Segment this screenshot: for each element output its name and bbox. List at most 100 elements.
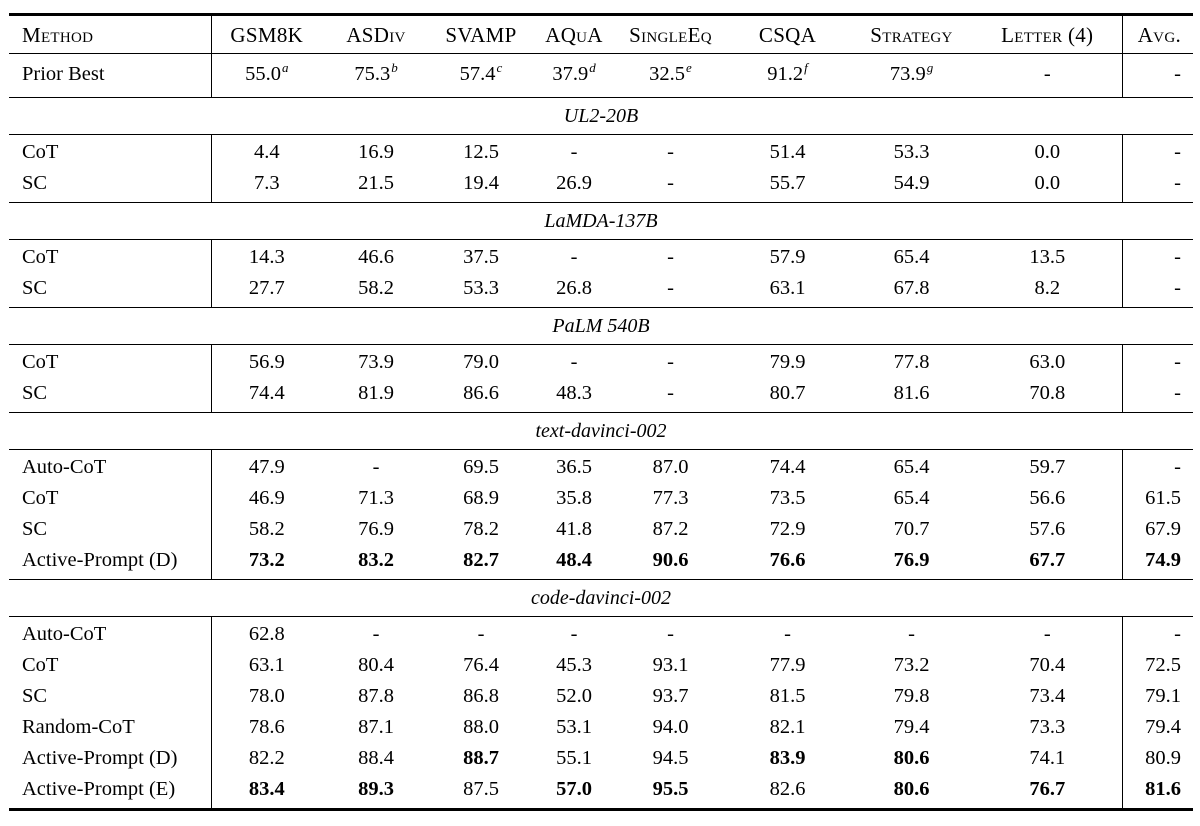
value-cell-gsm8k: 56.9 <box>210 344 322 378</box>
value-cell-letter4: - <box>1043 63 1051 85</box>
value-cell-singleeq: - <box>667 141 674 163</box>
value-cell-svamp: 88.0 <box>463 716 499 738</box>
value-cell-gsm8k: 27.7 <box>210 273 322 308</box>
value-cell-asdiv: 80.4 <box>358 654 394 676</box>
value-cell-avg: - <box>1121 168 1193 203</box>
section-title-row: PaLM 540B <box>9 307 1193 345</box>
table-row: CoT 46.9 71.3 68.9 35.8 77.3 73.5 65.4 56.6 61.5 <box>9 483 1193 514</box>
section-title: LaMDA-137B <box>9 202 1193 240</box>
table-body: Prior Best 55.0a 75.3b 57.4c 37.9d 32.5e 91.2f… <box>9 53 1193 810</box>
value-cell-singleeq: 90.6 <box>616 545 725 580</box>
section-title-row: UL2-20B <box>9 97 1193 135</box>
value-cell-csqa: 72.9 <box>769 518 806 540</box>
value-cell-gsm8k: 7.3 <box>210 168 322 203</box>
value-cell-letter4: 74.1 <box>1029 747 1066 769</box>
method-cell: CoT <box>22 351 59 373</box>
value-cell-gsm8k: 63.1 <box>210 650 322 681</box>
value-text: 83.4 <box>248 778 285 800</box>
value-cell-asdiv: 76.9 <box>358 518 394 540</box>
value-cell-aqua: 36.5 <box>556 456 592 478</box>
value-text: 32.5 <box>649 63 686 85</box>
method-cell: CoT <box>22 246 59 268</box>
value-text: 57.4 <box>459 63 496 85</box>
method-cell: Active-Prompt (E) <box>22 778 176 800</box>
value-cell-gsm8k: 78.0 <box>210 681 322 712</box>
value-cell-aqua: 48.3 <box>556 382 592 404</box>
value-cell-aqua: 45.3 <box>556 654 592 676</box>
value-cell-singleeq: 93.7 <box>652 685 689 707</box>
section-title: text-davinci-002 <box>9 412 1193 450</box>
value-cell-strategy: 80.6 <box>850 774 973 810</box>
value-cell-asdiv: 21.5 <box>358 172 394 194</box>
value-cell-letter4: 63.0 <box>1029 351 1066 373</box>
value-text: 37.9 <box>552 63 589 85</box>
value-cell-svamp: 79.0 <box>463 351 499 373</box>
table-row: CoT 14.3 46.6 37.5 - - 57.9 65.4 13.5 - <box>9 239 1193 273</box>
value-cell-gsm8k: 46.9 <box>210 483 322 514</box>
value-cell-singleeq: - <box>667 277 674 299</box>
footnote-marker: g <box>926 60 934 76</box>
value-cell-letter4: 13.5 <box>1029 246 1066 268</box>
value-cell-aqua: 55.1 <box>556 747 592 769</box>
value-cell-strategy: - <box>908 623 915 645</box>
table-header: Method GSM8K ASDiv SVAMP AQuA SingleEq CSQA Str… <box>9 14 1193 54</box>
value-cell-gsm8k: 14.3 <box>210 239 322 273</box>
value-text: 88.7 <box>463 747 499 769</box>
value-cell-letter4: 70.4 <box>1029 654 1066 676</box>
value-cell-singleeq: - <box>667 623 674 645</box>
value-text: 95.5 <box>652 778 689 800</box>
value-cell-asdiv: 88.4 <box>358 747 394 769</box>
value-cell-gsm8k: 47.9 <box>210 449 322 483</box>
value-cell-singleeq: - <box>667 382 674 404</box>
column-header-aqua: AQuA <box>532 14 616 54</box>
value-cell-aqua: 41.8 <box>556 518 592 540</box>
method-cell: Prior Best <box>22 63 105 85</box>
header-row: Method GSM8K ASDiv SVAMP AQuA SingleEq CSQA Str… <box>9 14 1193 54</box>
value-cell-strategy: 79.4 <box>893 716 930 738</box>
value-cell-svamp: 88.7 <box>430 743 532 774</box>
value-cell-asdiv: - <box>372 623 380 645</box>
value-cell-svamp: 76.4 <box>463 654 499 676</box>
column-header-strategy: Strategy <box>850 14 973 54</box>
value-cell-csqa: 51.4 <box>769 141 806 163</box>
value-cell-singleeq: - <box>667 246 674 268</box>
value-cell-avg: - <box>1121 378 1193 413</box>
value-cell-strategy: 70.7 <box>893 518 930 540</box>
value-text: 80.6 <box>893 747 930 769</box>
value-text: 76.9 <box>893 549 930 571</box>
value-cell-avg: 72.5 <box>1121 650 1193 681</box>
value-text: 83.9 <box>769 747 806 769</box>
table-row: Active-Prompt (D) 82.2 88.4 88.7 55.1 94.5 83.… <box>9 743 1193 774</box>
value-cell-letter4: 76.7 <box>973 774 1122 810</box>
value-cell-avg: 67.9 <box>1121 514 1193 545</box>
method-cell: SC <box>22 518 48 540</box>
value-cell-letter4: 0.0 <box>1034 141 1061 163</box>
value-cell-svamp: 87.5 <box>463 778 499 800</box>
footnote-marker: b <box>391 60 398 76</box>
section-title: code-davinci-002 <box>9 579 1193 617</box>
value-cell-letter4: 59.7 <box>1029 456 1066 478</box>
value-cell-strategy: 73.2 <box>893 654 930 676</box>
table-row: SC 78.0 87.8 86.8 52.0 93.7 81.5 79.8 73.4 79.1 <box>9 681 1193 712</box>
value-cell-strategy: 53.3 <box>893 141 930 163</box>
value-text: 73.9 <box>889 63 926 85</box>
footnote-marker: d <box>589 60 596 76</box>
value-cell-aqua: 26.9 <box>556 172 592 194</box>
value-cell-aqua: 53.1 <box>556 716 592 738</box>
value-cell-aqua: - <box>570 351 578 373</box>
value-text: 80.6 <box>893 778 930 800</box>
column-header-singleeq: SingleEq <box>616 14 725 54</box>
value-cell-avg: 74.9 <box>1121 545 1193 580</box>
value-cell-svamp: 57.4c <box>430 54 532 98</box>
table-row: CoT 4.4 16.9 12.5 - - 51.4 53.3 0.0 - <box>9 134 1193 168</box>
value-cell-avg: - <box>1121 344 1193 378</box>
value-cell-svamp: 82.7 <box>430 545 532 580</box>
value-text: 48.4 <box>556 549 592 571</box>
value-cell-asdiv: 75.3b <box>322 54 430 98</box>
value-cell-strategy: 79.8 <box>893 685 930 707</box>
section-title: UL2-20B <box>9 97 1193 135</box>
method-cell: Random-CoT <box>22 716 135 738</box>
value-cell-strategy: 65.4 <box>893 246 930 268</box>
method-cell: Auto-CoT <box>22 456 107 478</box>
